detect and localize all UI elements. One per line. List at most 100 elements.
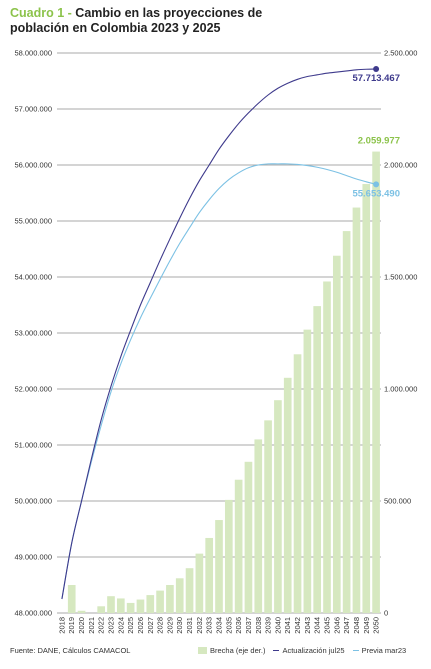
bar bbox=[146, 595, 155, 613]
x-tick-label: 2030 bbox=[175, 617, 184, 634]
bar bbox=[97, 606, 106, 613]
bar bbox=[342, 231, 351, 613]
x-tick-label: 2039 bbox=[264, 617, 273, 634]
chart-title-lead: Cuadro 1 - bbox=[10, 6, 72, 20]
y-left-tick-label: 55.000.000 bbox=[14, 217, 52, 226]
series-line-actualizacion-jul25 bbox=[61, 68, 377, 600]
y-left-tick-label: 52.000.000 bbox=[14, 385, 52, 394]
chart: 48.000.000 49.000.000 50.000.000 51.000.000… bbox=[14, 49, 417, 634]
y-left-tick-label: 54.000.000 bbox=[14, 273, 52, 282]
chart-source: Fuente: DANE, Cálculos CAMACOL bbox=[10, 646, 131, 655]
bar bbox=[77, 610, 86, 613]
y-left-tick-label: 53.000.000 bbox=[14, 329, 52, 338]
bar bbox=[254, 439, 263, 613]
x-tick-label: 2022 bbox=[97, 617, 106, 634]
legend-item-bars: Brecha (eje der.) bbox=[198, 646, 265, 655]
bar bbox=[215, 520, 223, 613]
x-tick-label: 2044 bbox=[313, 617, 322, 634]
legend-label-line-old: Previa mar23 bbox=[361, 646, 407, 655]
x-tick-label: 2025 bbox=[126, 617, 135, 634]
x-tick-label: 2031 bbox=[185, 617, 194, 634]
bar bbox=[136, 599, 145, 613]
bar bbox=[362, 184, 371, 614]
x-tick-label: 2033 bbox=[205, 617, 214, 634]
x-tick-label: 2024 bbox=[116, 617, 125, 634]
bar bbox=[224, 499, 233, 613]
x-tick-label: 2041 bbox=[283, 617, 292, 634]
y-right-tick-label: 0 bbox=[384, 609, 388, 618]
y-right-tick-label: 2.000.000 bbox=[384, 161, 417, 170]
legend-swatch-bars bbox=[198, 647, 207, 654]
x-tick-label: 2050 bbox=[372, 617, 381, 634]
data-label: 2.059.977 bbox=[358, 136, 400, 147]
x-tick-label: 2043 bbox=[303, 617, 312, 634]
series-line-previa-mar23 bbox=[61, 163, 377, 600]
y-right-tick-label: 500.000 bbox=[384, 497, 411, 506]
legend-swatch-line-new bbox=[273, 649, 280, 652]
y-left-tick-label: 48.000.000 bbox=[14, 609, 52, 618]
x-tick-label: 2028 bbox=[156, 617, 165, 634]
bar bbox=[166, 585, 174, 613]
bar bbox=[274, 400, 282, 613]
x-tick-label: 2018 bbox=[57, 617, 66, 634]
y-left-tick-label: 56.000.000 bbox=[14, 161, 52, 170]
bar bbox=[293, 354, 302, 613]
y-right-tick-label: 1.000.000 bbox=[384, 385, 417, 394]
x-tick-label: 2026 bbox=[136, 617, 145, 634]
x-tick-label: 2027 bbox=[146, 617, 155, 634]
y-left-tick-label: 51.000.000 bbox=[14, 441, 52, 450]
x-tick-label: 2037 bbox=[244, 617, 253, 634]
bar bbox=[323, 281, 331, 613]
x-tick-label: 2046 bbox=[332, 617, 341, 634]
bar bbox=[264, 420, 272, 613]
bar bbox=[195, 553, 204, 613]
x-tick-label: 2045 bbox=[323, 617, 332, 634]
y-left-tick-label: 50.000.000 bbox=[14, 497, 52, 506]
bar bbox=[372, 151, 380, 613]
y-left-tick-label: 49.000.000 bbox=[14, 553, 52, 562]
x-tick-label: 2035 bbox=[224, 617, 233, 634]
chart-legend: Brecha (eje der.) Actualización jul25 Pr… bbox=[198, 646, 406, 655]
bar bbox=[175, 578, 184, 613]
legend-item-line-old: Previa mar23 bbox=[352, 646, 407, 655]
y-left-tick-label: 57.000.000 bbox=[14, 105, 52, 114]
bar bbox=[126, 602, 135, 613]
point-end-previa-mar23 bbox=[373, 181, 380, 188]
x-tick-label: 2048 bbox=[352, 617, 361, 634]
x-tick-label: 2047 bbox=[342, 617, 351, 634]
bar bbox=[332, 255, 341, 613]
x-tick-label: 2034 bbox=[215, 617, 224, 634]
data-label: 57.713.467 bbox=[352, 73, 400, 84]
bar bbox=[303, 329, 312, 613]
y-right-tick-label: 2.500.000 bbox=[384, 49, 417, 58]
x-tick-label: 2019 bbox=[67, 617, 76, 634]
bar bbox=[156, 590, 164, 613]
data-label: 55.653.490 bbox=[352, 188, 400, 199]
bar bbox=[244, 461, 253, 613]
legend-swatch-line-old bbox=[352, 649, 359, 652]
x-tick-label: 2020 bbox=[77, 617, 86, 634]
bar bbox=[234, 479, 243, 613]
bar bbox=[283, 377, 292, 613]
x-tick-label: 2049 bbox=[362, 617, 371, 634]
point-end-actualizacion-jul25 bbox=[373, 66, 380, 73]
bar bbox=[116, 598, 125, 613]
legend-label-line-new: Actualización jul25 bbox=[282, 646, 345, 655]
y-left-tick-label: 58.000.000 bbox=[14, 49, 52, 58]
bar bbox=[107, 596, 115, 613]
x-tick-label: 2036 bbox=[234, 617, 243, 634]
x-tick-label: 2032 bbox=[195, 617, 204, 634]
bar bbox=[313, 306, 322, 613]
x-tick-label: 2040 bbox=[273, 617, 282, 634]
bar bbox=[67, 585, 76, 613]
bar bbox=[352, 207, 361, 613]
bar bbox=[205, 537, 214, 613]
x-tick-label: 2023 bbox=[107, 617, 116, 634]
bar bbox=[185, 568, 194, 613]
x-tick-label: 2038 bbox=[254, 617, 263, 634]
y-right-tick-label: 1.500.000 bbox=[384, 273, 417, 282]
x-tick-label: 2042 bbox=[293, 617, 302, 634]
chart-title: Cuadro 1 - Cambio en las proyecciones de… bbox=[10, 6, 310, 36]
legend-item-line-new: Actualización jul25 bbox=[273, 646, 345, 655]
chart-title-text: Cambio en las proyecciones de población … bbox=[10, 6, 263, 35]
